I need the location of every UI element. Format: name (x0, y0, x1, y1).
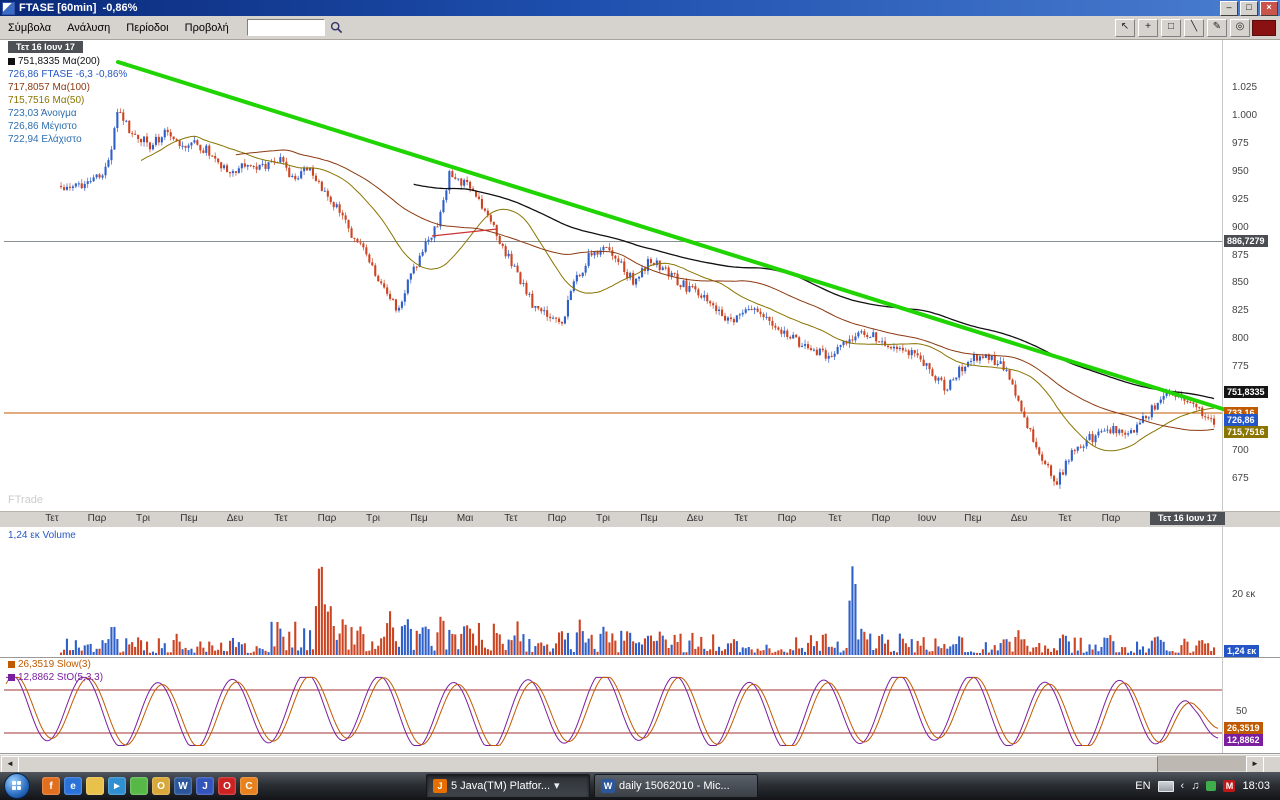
symbol-input[interactable] (246, 19, 325, 36)
menu-bar: Σύμβολα Ανάλυση Περίοδοι Προβολή ↖ + □ ╲ ✎ ◎ (0, 16, 1280, 40)
start-button[interactable] (4, 773, 30, 799)
messenger-icon[interactable] (130, 777, 148, 795)
panel-divider (0, 657, 1280, 658)
chevron-down-icon[interactable]: ▾ (554, 780, 560, 792)
opera-icon[interactable]: O (218, 777, 236, 795)
task-button-word-document[interactable]: W daily 15062010 - Mic... (594, 774, 758, 798)
language-indicator[interactable]: EN (1135, 780, 1151, 792)
app-icon (2, 1, 15, 15)
task-button-label: 5 Java(TM) Platfor... (451, 780, 551, 792)
maximize-button[interactable]: □ (1240, 0, 1258, 16)
minimize-button[interactable]: – (1220, 0, 1238, 16)
status-icon[interactable] (1206, 781, 1217, 791)
antivirus-icon[interactable]: M (1223, 780, 1236, 792)
red-indicator-button[interactable] (1252, 20, 1276, 36)
menu-view[interactable]: Προβολή (184, 21, 229, 34)
menu-periods[interactable]: Περίοδοι (126, 21, 169, 34)
panel-divider (0, 753, 1280, 754)
search-icon[interactable] (328, 19, 346, 37)
horizontal-scrollbar[interactable]: ◄ ► (0, 754, 1280, 773)
word-icon[interactable]: W (174, 777, 192, 795)
task-button-label: daily 15062010 - Mic... (619, 780, 730, 792)
internet-explorer-icon[interactable]: e (64, 777, 82, 795)
java-icon[interactable]: J (196, 777, 214, 795)
volume-icon[interactable]: ♫ (1191, 780, 1200, 792)
quick-launch-bar: f e ► O W J O C (42, 777, 258, 795)
zoom-icon[interactable]: ◎ (1230, 19, 1250, 37)
x-axis-strip (0, 511, 1280, 527)
menu-symbols[interactable]: Σύμβολα (8, 21, 52, 34)
java-task-icon: J (433, 779, 447, 793)
media-player-icon[interactable]: ► (108, 777, 126, 795)
pencil-icon[interactable]: ✎ (1207, 19, 1227, 37)
volume-panel-background (0, 527, 1280, 657)
add-icon[interactable]: + (1138, 19, 1158, 37)
window-title: FTASE [60min] -0,86% (19, 2, 138, 14)
scrollbar-track[interactable] (1158, 756, 1246, 771)
trendline-icon[interactable]: ╲ (1184, 19, 1204, 37)
folder-icon[interactable] (86, 777, 104, 795)
taskbar: f e ► O W J O C J 5 Java(TM) Platfor... ▾ W dai… (0, 772, 1280, 800)
close-button[interactable]: × (1260, 0, 1278, 16)
windows-logo-icon (12, 781, 22, 791)
menu-analysis[interactable]: Ανάλυση (67, 21, 111, 34)
task-button-java[interactable]: J 5 Java(TM) Platfor... ▾ (426, 774, 590, 798)
price-axis-separator (1222, 40, 1223, 753)
chart-toolbar: ↖ + □ ╲ ✎ ◎ (1115, 19, 1250, 37)
firefox-icon[interactable]: f (42, 777, 60, 795)
chrome-icon[interactable]: C (240, 777, 258, 795)
word-task-icon: W (601, 779, 615, 793)
window-controls: – □ × (1220, 0, 1278, 16)
title-bar[interactable]: FTASE [60min] -0,86% – □ × (0, 0, 1280, 16)
keyboard-icon[interactable] (1157, 780, 1174, 792)
pointer-icon[interactable]: ↖ (1115, 19, 1135, 37)
price-panel-background (0, 40, 1280, 511)
task-buttons: J 5 Java(TM) Platfor... ▾ W daily 150620… (426, 774, 758, 798)
clock: 18:03 (1242, 780, 1270, 792)
box-icon[interactable]: □ (1161, 19, 1181, 37)
outlook-icon[interactable]: O (152, 777, 170, 795)
system-tray: EN ‹ ♫ M 18:03 (1135, 780, 1280, 792)
tray-expand-icon[interactable]: ‹ (1180, 780, 1185, 792)
